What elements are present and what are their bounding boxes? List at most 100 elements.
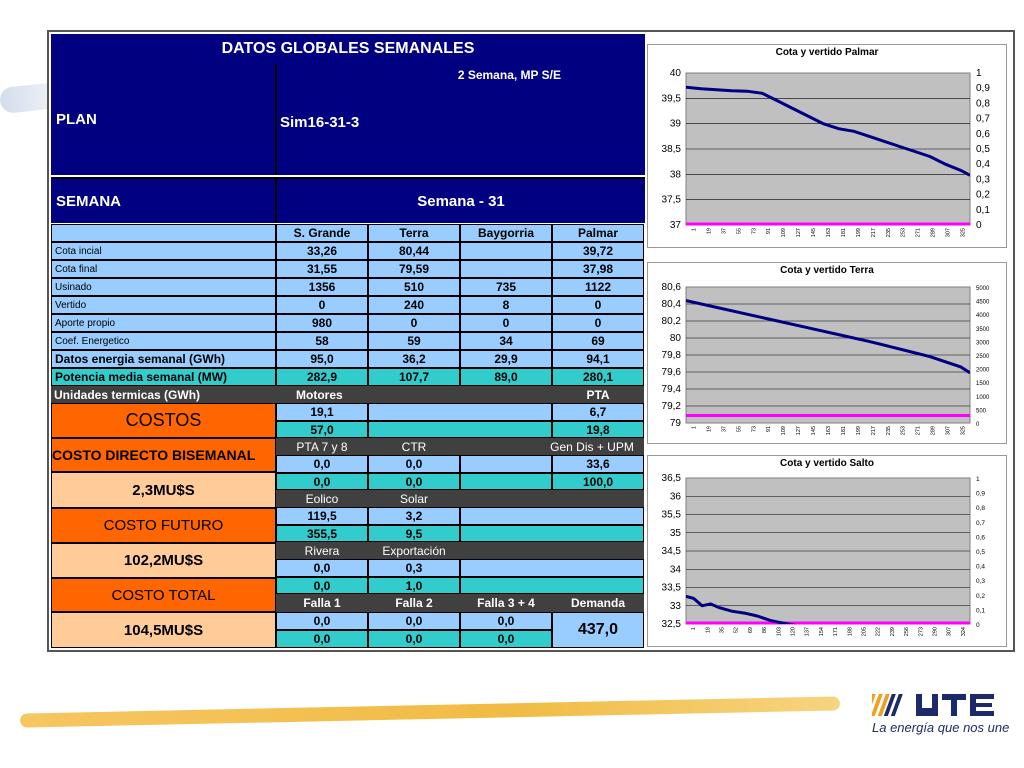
costo-total-value: 104,5MU$S — [51, 612, 276, 648]
x-tick-label: 171 — [833, 627, 839, 636]
y-tick-label: 80,4 — [662, 299, 682, 310]
demanda-label: Demanda — [552, 594, 644, 612]
plants-header-blank — [51, 224, 276, 242]
gendis-label: Gen Dis + UPM — [540, 438, 644, 455]
x-tick-label: 273 — [918, 627, 924, 636]
table-cell: 19,1 — [276, 403, 368, 421]
x-tick-label: 1 — [691, 228, 697, 231]
col-header-baygorria: Baygorria — [460, 224, 552, 242]
y-tick-label: 80,6 — [662, 282, 682, 293]
termicas-label: Unidades termicas (GWh) — [51, 386, 276, 403]
table-cell: 0,0 — [460, 612, 552, 630]
falla34-label: Falla 3 + 4 — [460, 594, 552, 612]
x-tick-label: 55 — [736, 426, 742, 432]
y-tick-label: 34 — [670, 564, 682, 575]
table-cell: 69 — [552, 332, 644, 350]
chart-salto-svg: 32,5 33 33,5 34 34,5 35 35,5 36 36,5 0 0,1 0,2 0,3 0,… — [662, 473, 986, 636]
table-cell: 8 — [460, 296, 552, 314]
col-header-palmar: Palmar — [552, 224, 644, 242]
table-cell: 95,0 — [276, 350, 368, 368]
y2-tick-label: 0,6 — [976, 534, 985, 541]
row-label: Aporte propio — [51, 314, 276, 332]
y-tick-label: 79 — [670, 418, 682, 429]
table-cell: 57,0 — [276, 421, 368, 438]
y-tick-label: 35 — [670, 528, 682, 539]
x-tick-label: 271 — [916, 228, 922, 237]
x-tick-label: 205 — [862, 627, 868, 636]
ute-logo — [872, 694, 994, 716]
costo-total-label: COSTO TOTAL — [51, 578, 276, 612]
y-tick-label: 80,2 — [662, 316, 682, 327]
chart-title: Cota y vertido Salto — [780, 458, 874, 469]
y-tick-label: 79,4 — [662, 384, 682, 395]
y-tick-label: 32,5 — [662, 619, 682, 630]
y2-tick-label: 0,5 — [976, 144, 990, 155]
x-tick-label: 181 — [841, 228, 847, 237]
table-cell: 735 — [460, 278, 552, 296]
x-tick-label: 253 — [901, 228, 907, 237]
y2-tick-label: 0 — [976, 220, 982, 231]
table-title: DATOS GLOBALES SEMANALES — [51, 34, 645, 64]
y-tick-label: 33 — [670, 601, 682, 612]
plan-note: 2 Semana, MP S/E — [277, 66, 643, 84]
x-tick-label: 91 — [766, 426, 772, 432]
x-tick-label: 154 — [819, 627, 825, 636]
costos-label: COSTOS — [51, 403, 276, 438]
x-tick-label: 69 — [748, 627, 754, 633]
table-cell: 355,5 — [276, 525, 368, 542]
x-tick-label: 199 — [856, 228, 862, 237]
y2-tick-label: 3000 — [976, 340, 990, 346]
chart-terra: Cota y vertido Terra 79 79,2 79,4 79,6 79,8 8… — [647, 262, 1007, 444]
x-tick-label: 307 — [947, 627, 953, 636]
y2-tick-label: 0 — [976, 622, 980, 629]
table-cell-empty — [368, 403, 552, 421]
y2-tick-label: 0,1 — [976, 607, 985, 614]
falla1-label: Falla 1 — [276, 594, 368, 612]
col-header-terra: Terra — [368, 224, 460, 242]
x-tick-label: 52 — [734, 627, 740, 633]
y2-tick-label: 0,6 — [976, 129, 990, 140]
brand-tagline: La energía que nos une — [872, 720, 1010, 735]
y-tick-label: 35,5 — [662, 510, 682, 521]
x-tick-label: 217 — [871, 426, 877, 435]
x-tick-label: 35 — [720, 627, 726, 633]
x-tick-label: 145 — [811, 426, 817, 435]
y-tick-label: 38,5 — [662, 144, 682, 155]
table-cell: 0,0 — [276, 559, 368, 577]
costo-futuro-value: 102,2MU$S — [51, 543, 276, 578]
x-tick-label: 37 — [721, 228, 727, 234]
table-cell — [460, 260, 552, 278]
table-cell: 0,0 — [368, 455, 460, 473]
power-row-label: Potencia media semanal (MW) — [51, 368, 276, 386]
table-cell: 33,6 — [552, 455, 644, 473]
table-cell: 19,8 — [552, 421, 644, 438]
table-cell-empty — [460, 455, 552, 473]
y2-tick-label: 0,8 — [976, 98, 990, 109]
table-cell: 9,5 — [368, 525, 460, 542]
y-tick-label: 80 — [670, 333, 682, 344]
pta78-label: PTA 7 y 8 — [276, 438, 368, 455]
y2-tick-label: 1 — [976, 68, 982, 79]
chart-title: Cota y vertido Palmar — [775, 47, 879, 58]
x-tick-label: 253 — [901, 426, 907, 435]
y2-tick-label: 1000 — [976, 395, 990, 401]
table-cell: 280,1 — [552, 368, 644, 386]
x-tick-label: 163 — [826, 228, 832, 237]
y-tick-label: 39,5 — [662, 93, 682, 104]
table-cell: 58 — [276, 332, 368, 350]
y2-tick-label: 0,9 — [976, 491, 985, 498]
x-tick-label: 290 — [933, 627, 939, 636]
y-tick-label: 38 — [670, 169, 682, 180]
y2-tick-label: 0,7 — [976, 114, 990, 125]
row-label: Cota final — [51, 260, 276, 278]
table-cell: 0 — [552, 314, 644, 332]
x-tick-label: 239 — [890, 627, 896, 636]
table-cell: 0,0 — [368, 473, 460, 490]
table-cell: 94,1 — [552, 350, 644, 368]
table-cell: 1356 — [276, 278, 368, 296]
x-tick-label: 109 — [781, 228, 787, 237]
table-cell-empty — [460, 559, 644, 577]
table-cell: 0 — [552, 296, 644, 314]
y2-tick-label: 0,3 — [976, 578, 985, 585]
table-cell: 36,2 — [368, 350, 460, 368]
